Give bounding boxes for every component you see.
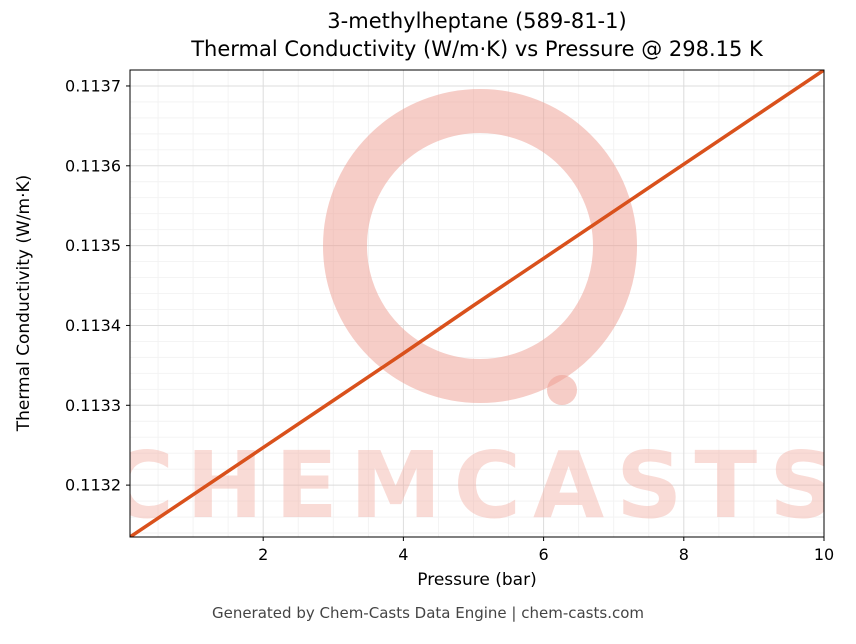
watermark: CHEMCASTS: [107, 89, 848, 539]
chart-title: 3-methylheptane (589-81-1): [327, 9, 627, 33]
y-tick-label: 0.1132: [65, 476, 121, 495]
x-axis-label: Pressure (bar): [417, 570, 537, 590]
axis-layer: 2 4 6 8 10 0.1132 0.1133 0.1134 0.1135 0.1136 0.11…: [65, 69, 834, 564]
y-tick-label: 0.1135: [65, 236, 121, 255]
axes-spines: [129, 69, 825, 538]
y-tick-label: 0.1136: [65, 156, 121, 175]
x-tick-label: 8: [679, 545, 689, 564]
x-tick-label: 4: [398, 545, 408, 564]
x-tick-label: 2: [258, 545, 268, 564]
data-layer: [130, 70, 824, 537]
chart-subtitle: Thermal Conductivity (W/m·K) vs Pressure…: [191, 37, 763, 61]
watermark-blob-icon: [547, 375, 577, 405]
footer-credit: Generated by Chem-Casts Data Engine | ch…: [211, 604, 645, 622]
watermark-text: CHEMCASTS: [107, 432, 848, 539]
y-tick-label: 0.1137: [65, 76, 121, 95]
data-line: [130, 70, 824, 537]
x-tick-label: 10: [814, 545, 834, 564]
watermark-ring-icon: [323, 89, 637, 403]
x-tick-label: 6: [539, 545, 549, 564]
y-tick-label: 0.1133: [65, 396, 121, 415]
y-tick-label: 0.1134: [65, 316, 121, 335]
